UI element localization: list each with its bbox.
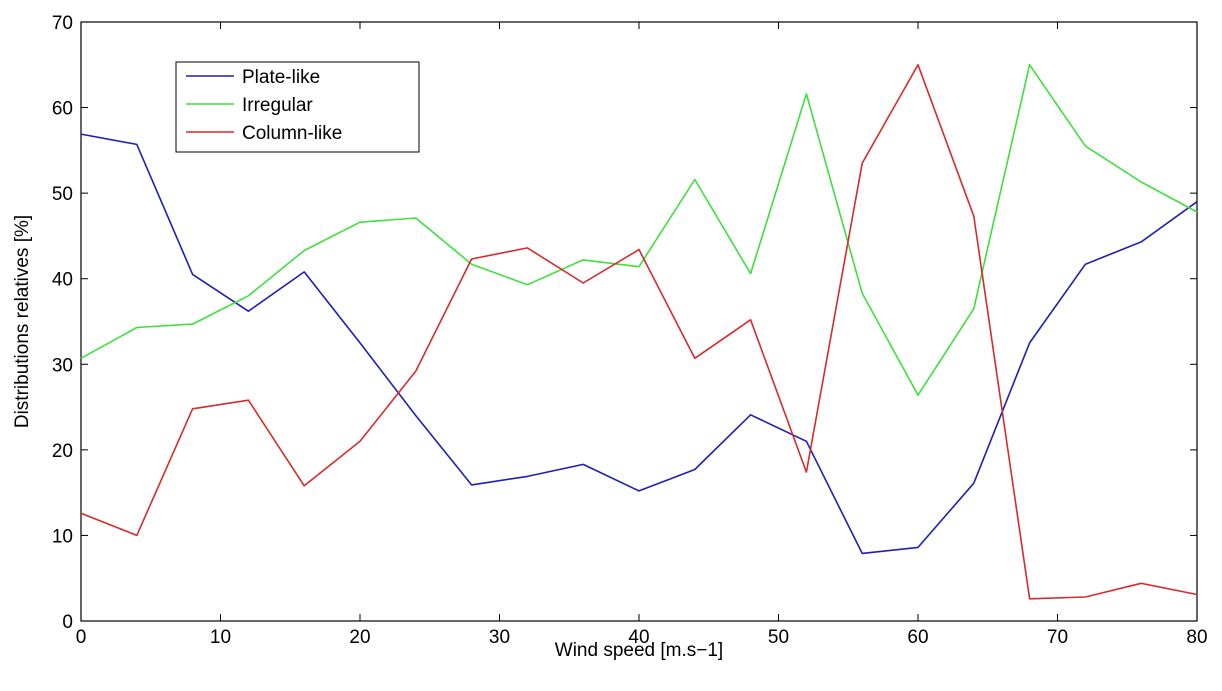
y-tick-label: 20: [52, 441, 73, 462]
series-line-column-like: [80, 64, 1198, 600]
series-line-plate-like: [80, 133, 1198, 555]
legend-label: Column-like: [242, 123, 342, 144]
x-tick-label: 60: [907, 627, 928, 648]
legend-box: [175, 61, 420, 153]
series-line-irregular: [80, 64, 1198, 396]
series-lines: [80, 64, 1198, 600]
tick-labels: 0 10 20 30 40 50 60 70 80 0 10 20 30 40 50 60 70: [52, 13, 1208, 648]
x-tick-label: 10: [210, 627, 231, 648]
y-tick-label: 30: [52, 355, 73, 376]
y-tick-label: 40: [52, 270, 73, 291]
x-tick-label: 50: [768, 627, 789, 648]
x-tick-label: 80: [1186, 627, 1207, 648]
x-tick-label: 70: [1047, 627, 1068, 648]
legend-label: Irregular: [242, 95, 313, 116]
y-tick-label: 10: [52, 526, 73, 547]
x-tick-label: 0: [76, 627, 87, 648]
y-tick-label: 70: [52, 13, 73, 34]
x-tick-label: 40: [628, 627, 649, 648]
x-axis-label: Wind speed [m.s−1]: [555, 640, 723, 661]
legend-label: Plate-like: [242, 67, 320, 88]
y-tick-label: 60: [52, 99, 73, 120]
legend: Plate-like Irregular Column-like: [175, 61, 420, 153]
x-tick-label: 20: [349, 627, 370, 648]
axis-ticks: [80, 21, 1198, 622]
y-tick-label: 50: [52, 184, 73, 205]
y-axis-label: Distributions relatives [%]: [12, 215, 33, 428]
y-tick-label: 0: [62, 612, 73, 633]
x-tick-label: 30: [489, 627, 510, 648]
